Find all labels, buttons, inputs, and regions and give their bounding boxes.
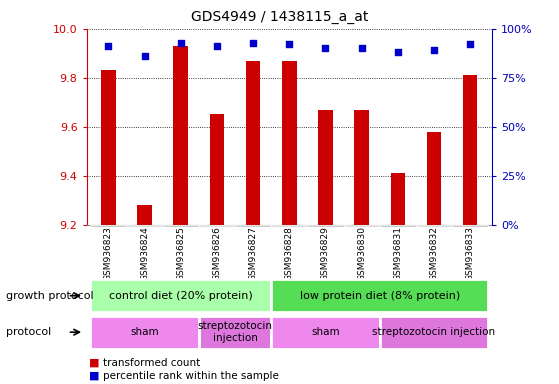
Bar: [271, 279, 489, 312]
Bar: [199, 316, 271, 349]
Bar: [344, 225, 380, 227]
Bar: [282, 61, 296, 225]
Bar: [210, 114, 224, 225]
Text: sham: sham: [311, 327, 340, 337]
Point: [466, 41, 475, 48]
Bar: [416, 225, 452, 227]
Bar: [318, 109, 333, 225]
Point: [249, 40, 258, 46]
Bar: [271, 225, 307, 227]
Point: [429, 47, 438, 53]
Text: low protein diet (8% protein): low protein diet (8% protein): [300, 291, 460, 301]
Text: GDS4949 / 1438115_a_at: GDS4949 / 1438115_a_at: [191, 10, 368, 23]
Bar: [391, 173, 405, 225]
Text: transformed count: transformed count: [103, 358, 201, 368]
Point: [212, 43, 221, 50]
Text: sham: sham: [130, 327, 159, 337]
Bar: [463, 75, 477, 225]
Point: [285, 41, 294, 48]
Bar: [380, 225, 416, 227]
Point: [394, 49, 402, 55]
Bar: [173, 46, 188, 225]
Point: [321, 45, 330, 51]
Bar: [271, 316, 380, 349]
Bar: [163, 225, 199, 227]
Bar: [126, 225, 163, 227]
Bar: [452, 225, 489, 227]
Point: [176, 40, 185, 46]
Bar: [427, 132, 441, 225]
Text: control diet (20% protein): control diet (20% protein): [109, 291, 253, 301]
Bar: [246, 61, 260, 225]
Point: [104, 43, 113, 50]
Point: [140, 53, 149, 59]
Bar: [354, 109, 369, 225]
Text: ■: ■: [89, 358, 100, 368]
Bar: [380, 316, 489, 349]
Bar: [101, 70, 116, 225]
Bar: [90, 279, 271, 312]
Text: percentile rank within the sample: percentile rank within the sample: [103, 371, 280, 381]
Bar: [138, 205, 152, 225]
Text: ■: ■: [89, 371, 100, 381]
Bar: [235, 225, 271, 227]
Text: growth protocol: growth protocol: [6, 291, 93, 301]
Bar: [90, 225, 126, 227]
Bar: [199, 225, 235, 227]
Bar: [307, 225, 344, 227]
Text: protocol: protocol: [6, 327, 51, 337]
Text: streptozotocin
injection: streptozotocin injection: [197, 321, 272, 343]
Text: streptozotocin injection: streptozotocin injection: [372, 327, 496, 337]
Point: [357, 45, 366, 51]
Bar: [90, 316, 199, 349]
